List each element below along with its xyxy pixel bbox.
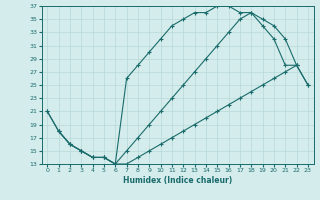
X-axis label: Humidex (Indice chaleur): Humidex (Indice chaleur) <box>123 176 232 185</box>
